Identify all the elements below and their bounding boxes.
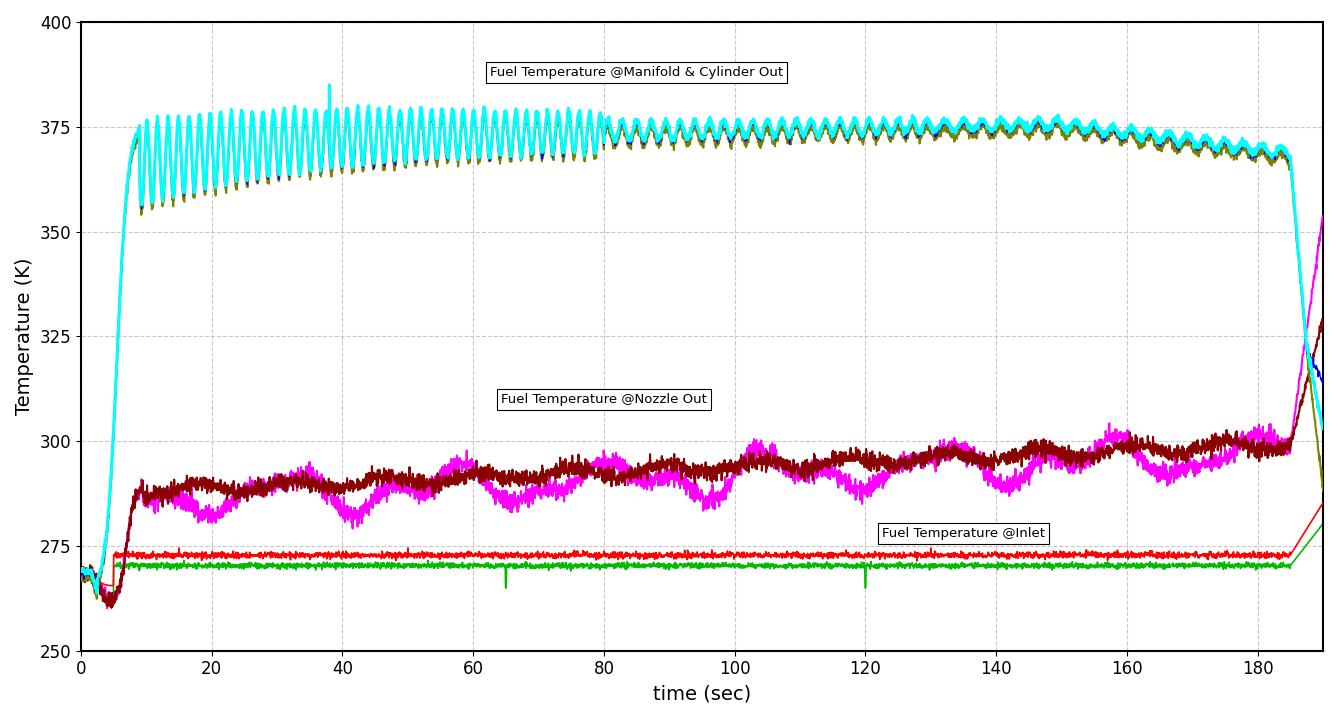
Text: Fuel Temperature @Manifold & Cylinder Out: Fuel Temperature @Manifold & Cylinder Ou… <box>490 66 783 79</box>
X-axis label: time (sec): time (sec) <box>653 684 751 703</box>
Text: Fuel Temperature @Nozzle Out: Fuel Temperature @Nozzle Out <box>500 393 706 406</box>
Y-axis label: Temperature (K): Temperature (K) <box>15 258 33 415</box>
Text: Fuel Temperature @Inlet: Fuel Temperature @Inlet <box>882 527 1045 540</box>
